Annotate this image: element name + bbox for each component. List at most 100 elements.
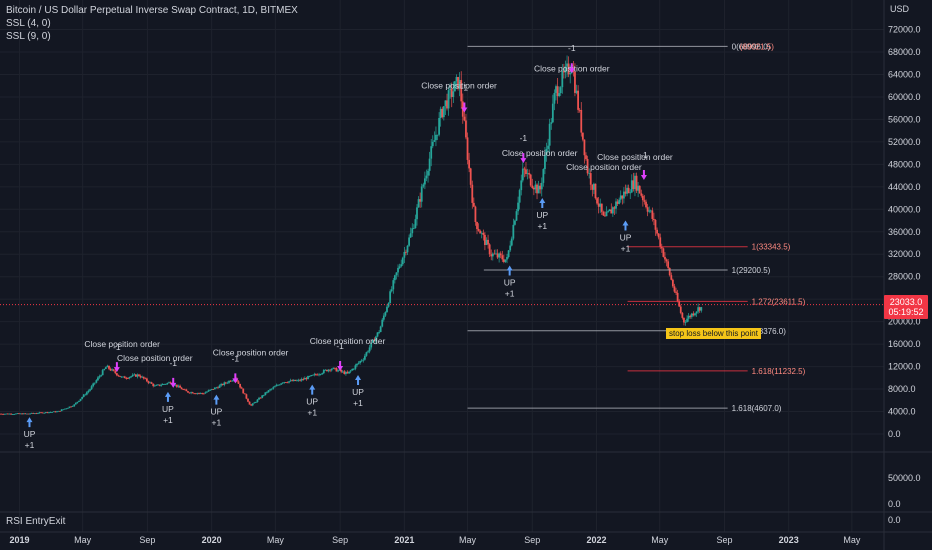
y-tick-label: 64000.0: [888, 69, 921, 79]
annotation-label: Close position order: [421, 81, 497, 91]
candle-body: [588, 173, 591, 174]
candle-body: [284, 382, 287, 383]
y-tick-label: 68000.0: [888, 47, 921, 57]
candle-body: [190, 392, 193, 394]
candle-body: [348, 371, 350, 374]
candle-body: [93, 382, 96, 384]
candle-body: [502, 259, 505, 262]
candle-body: [269, 389, 271, 391]
candle-body: [30, 412, 33, 414]
candle-body: [667, 261, 670, 268]
candle-body: [611, 207, 614, 214]
y-tick-label: 32000.0: [888, 249, 921, 259]
candle-body: [179, 385, 181, 388]
candle-body: [16, 413, 19, 415]
x-tick-label: Sep: [524, 535, 540, 545]
signal-up-label: UP: [24, 429, 36, 439]
candle-body: [365, 352, 368, 356]
candle-body: [480, 232, 483, 234]
candle-body: [422, 184, 425, 187]
signal-down-arrow-icon: [461, 102, 468, 113]
rsi-indicator-label[interactable]: RSI EntryExit: [6, 516, 66, 527]
candle-body: [341, 371, 344, 373]
candle-body: [210, 388, 213, 390]
candle-body: [174, 384, 177, 386]
candle-body: [675, 291, 677, 293]
candle-body: [526, 173, 529, 175]
indicator-ssl-4[interactable]: SSL (4, 0): [6, 18, 51, 29]
candle-body: [98, 376, 101, 378]
candle-body: [302, 379, 305, 380]
candle-body: [266, 392, 268, 394]
signal-down-arrow-icon: [568, 63, 575, 74]
bar-countdown: 05:19:52: [888, 307, 924, 317]
candle-body: [640, 193, 643, 196]
candle-body: [212, 388, 215, 390]
candle-body: [322, 370, 325, 374]
candle-body: [258, 397, 260, 400]
candle-body: [349, 370, 352, 372]
annotation-label: Close position order: [566, 162, 642, 172]
candle-body: [330, 368, 333, 371]
candle-body: [65, 408, 68, 410]
candle-body: [117, 375, 120, 377]
candle-body: [630, 180, 633, 193]
candle-body: [311, 374, 314, 376]
indicator-ssl-9[interactable]: SSL (9, 0): [6, 31, 51, 42]
candle-body: [357, 362, 360, 364]
y-tick-label: 72000.0: [888, 25, 921, 35]
candle-body: [343, 371, 346, 375]
signal-down-arrow-icon: [113, 362, 120, 373]
candle-body: [40, 412, 42, 414]
candle-body: [187, 391, 189, 393]
candle-body: [556, 86, 559, 97]
candle-body: [436, 134, 439, 136]
annotation-label: Close position order: [117, 353, 193, 363]
candle-body: [90, 386, 93, 390]
candle-body: [476, 221, 478, 230]
candle-body: [605, 211, 608, 217]
candle-body: [393, 275, 396, 281]
candle-body: [237, 381, 240, 384]
candle-body: [152, 383, 155, 387]
annotation-label: Close position order: [213, 347, 289, 357]
candle-body: [226, 382, 229, 384]
signal-up-arrow-icon: [213, 394, 220, 405]
candle-body: [183, 389, 186, 391]
candle-body: [114, 370, 117, 374]
candle-body: [398, 266, 401, 268]
candle-body: [623, 191, 625, 199]
candle-body: [653, 218, 655, 220]
candle-body: [558, 93, 561, 97]
candle-body: [44, 412, 47, 413]
candle-body: [141, 376, 144, 378]
candle-body: [278, 384, 281, 386]
candle-body: [583, 139, 586, 156]
candle-body: [150, 382, 153, 384]
candle-body: [379, 326, 382, 333]
candle-body: [217, 387, 219, 389]
candle-body: [548, 123, 551, 146]
candle-body: [164, 383, 167, 385]
fib-level-label: 1(29200.5): [732, 266, 771, 275]
candle-body: [509, 245, 512, 251]
candle-body: [321, 373, 324, 375]
candle-body: [567, 63, 570, 75]
signal-up-arrow-icon: [622, 220, 629, 231]
candle-body: [120, 376, 123, 378]
candle-body: [375, 336, 377, 342]
candle-body: [123, 376, 126, 379]
candle-body: [439, 108, 442, 119]
candle-body: [679, 306, 682, 313]
signal-up-arrow-icon: [309, 384, 316, 395]
fib-level-label: 0(68996.0): [732, 42, 771, 51]
candle-body: [267, 390, 270, 393]
candle-body: [319, 374, 322, 375]
candle-body: [632, 180, 635, 190]
candle-body: [147, 381, 150, 383]
candle-body: [423, 178, 426, 185]
candle-body: [520, 180, 523, 191]
candle-body: [474, 206, 477, 222]
